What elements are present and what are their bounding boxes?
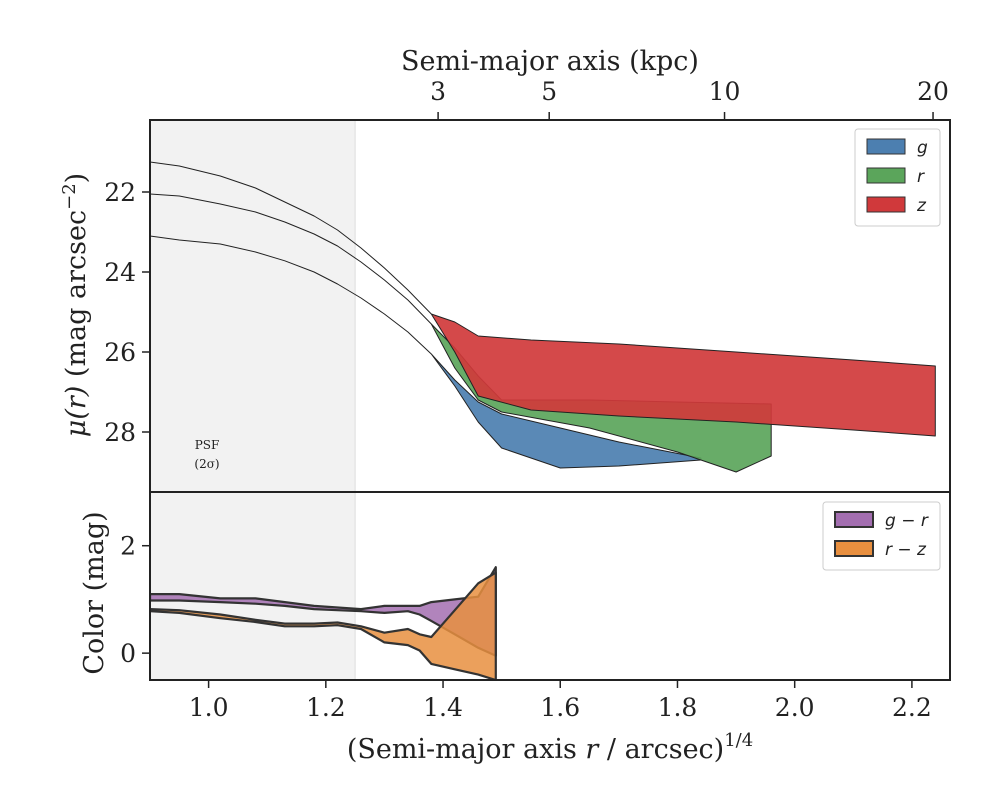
x-tick-label: 1.2	[306, 693, 346, 722]
series-band-z	[150, 161, 936, 437]
bottom-y-axis-title: Color (mag)	[79, 511, 110, 674]
series-band-rz	[150, 571, 497, 680]
top-axis-title: Semi-major axis (kpc)	[401, 46, 699, 77]
legend-label: g − r	[885, 511, 929, 531]
bottom-axes-frame	[149, 491, 951, 681]
psf-sigma-label: (2σ)	[194, 457, 219, 471]
y-tick-label: 26	[104, 338, 136, 367]
x-tick-label: 2.2	[892, 693, 932, 722]
x-tick-label: 1.8	[658, 693, 698, 722]
legend-label: z	[916, 196, 927, 216]
y-tick-label: 2	[120, 532, 136, 561]
x-tick-label: 1.0	[189, 693, 229, 722]
top-x-tick-label: 10	[709, 77, 741, 106]
legend-swatch	[866, 138, 906, 155]
legend-swatch	[834, 540, 874, 557]
y-axis-exponent: −2	[59, 183, 80, 210]
x-tick-label: 2.0	[775, 693, 815, 722]
x-axis-title-exponent: 1/4	[724, 730, 753, 751]
x-tick-label: 1.4	[423, 693, 463, 722]
top-y-axis-title: μ(r) (mag arcsec−2)	[59, 173, 92, 437]
color-panel: 0 2 1.0 1.2 1.4 1.6 1.8 2.0 2.2 g − r r − z	[120, 491, 951, 722]
x-axis-title-var: r	[585, 734, 600, 765]
y-tick-label: 22	[104, 178, 136, 207]
top-x-tick-label: 20	[917, 77, 949, 106]
y-tick-label: 28	[104, 418, 136, 447]
top-x-tick-label: 5	[541, 77, 557, 106]
legend-label: r − z	[885, 540, 927, 560]
legend-swatch	[866, 167, 906, 184]
surface-brightness-panel: PSF(2σ)22242628351020305075100grz	[104, 77, 951, 680]
psf-label: PSF	[195, 438, 220, 452]
y-tick-label: 24	[104, 258, 136, 287]
legend-swatch	[834, 511, 874, 528]
legend-label: r	[917, 167, 925, 187]
legend-label: g	[917, 138, 928, 158]
legend-swatch	[866, 196, 906, 213]
x-tick-label: 1.6	[540, 693, 580, 722]
y-axis-units: (mag arcsec	[61, 210, 92, 377]
psf-region	[150, 120, 356, 680]
y-tick-label: 0	[120, 639, 136, 668]
x-axis-title-main: (Semi-major axis	[347, 734, 586, 765]
y-axis-mu-symbol: μ(r)	[61, 386, 92, 438]
x-axis-title-tail: / arcsec)	[598, 734, 724, 765]
top-x-tick-label: 3	[430, 77, 446, 106]
bottom-x-axis-title: (Semi-major axis r / arcsec)1/4	[347, 730, 753, 765]
